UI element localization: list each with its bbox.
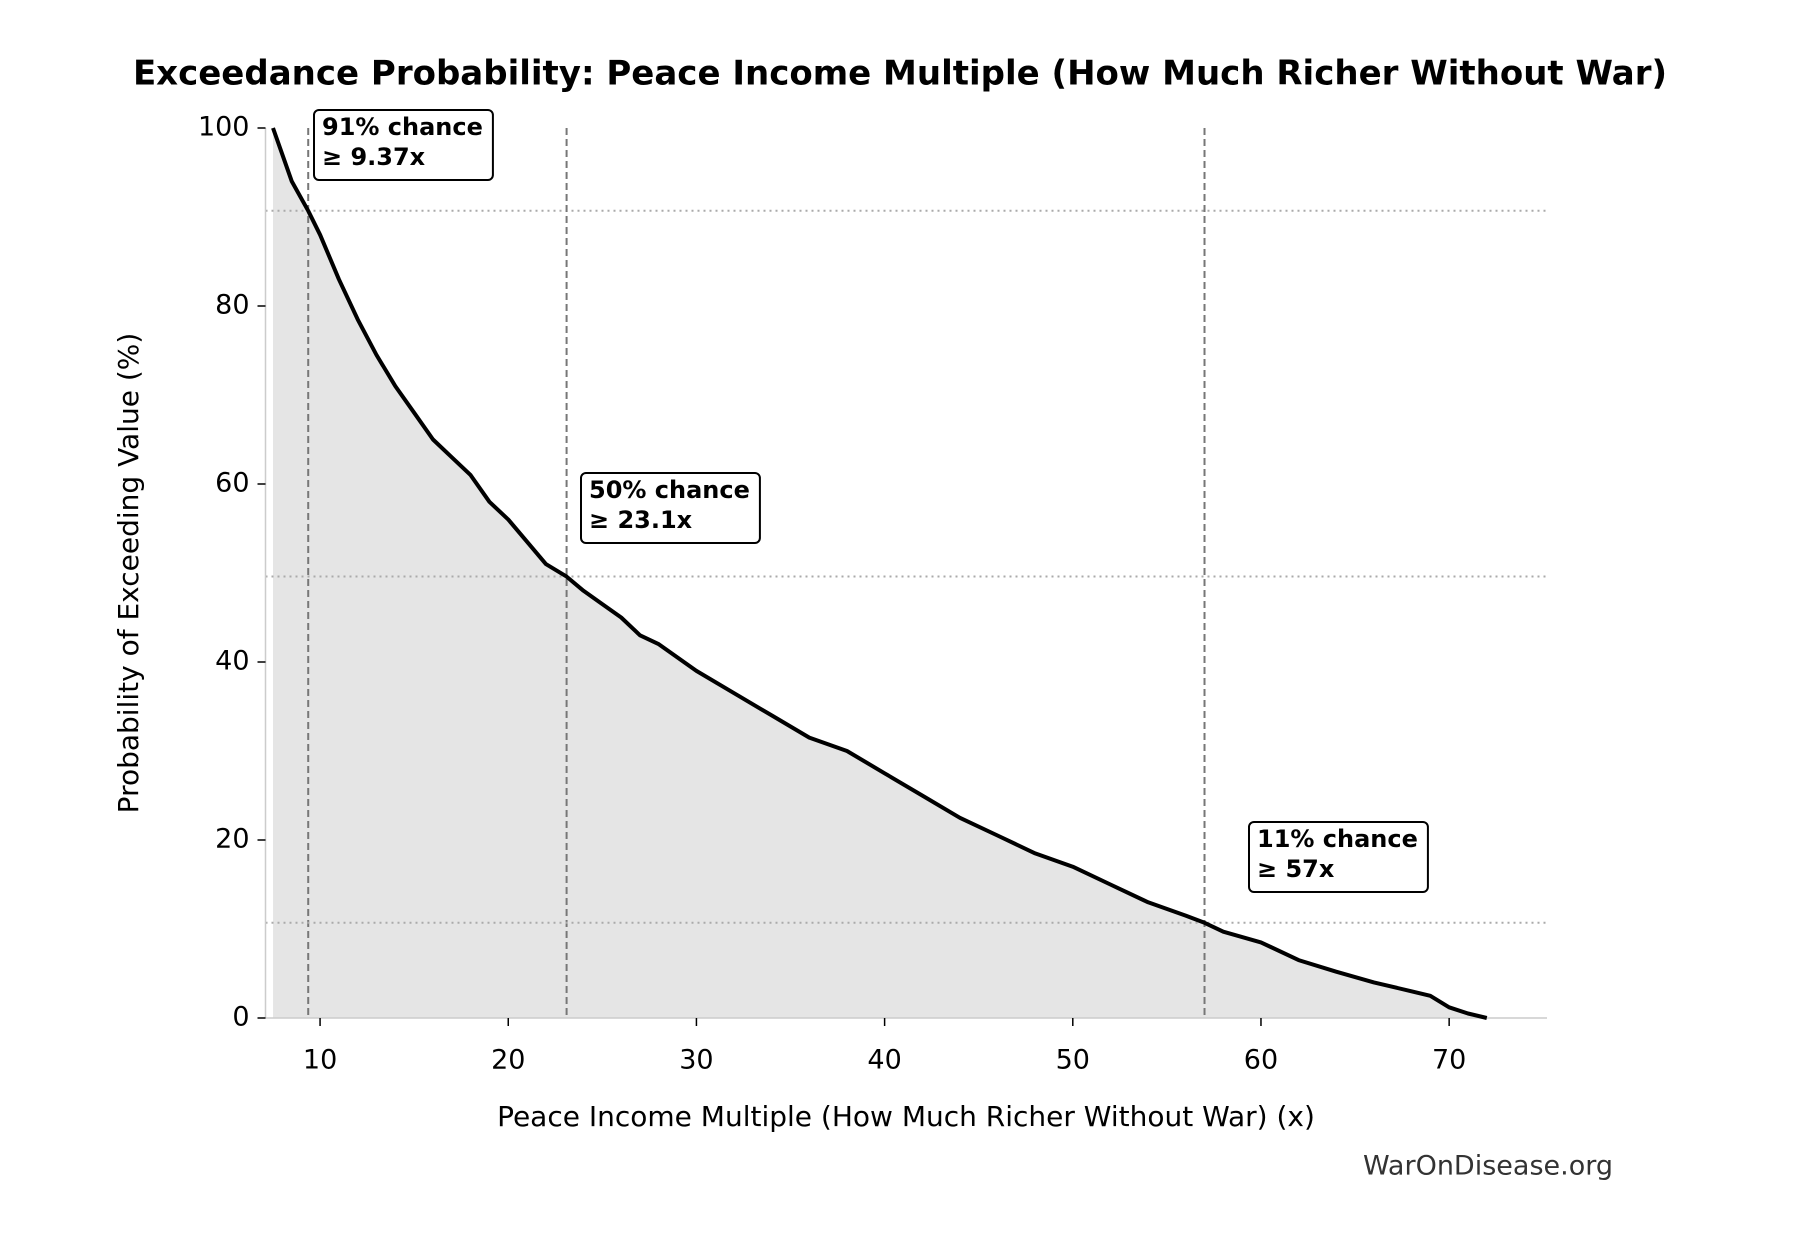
- y-tick-label: 100: [198, 112, 250, 143]
- x-axis-label: Peace Income Multiple (How Much Richer W…: [497, 1100, 1315, 1133]
- annotation-text: 50% chance: [589, 476, 750, 504]
- x-tick-label: 40: [867, 1045, 901, 1076]
- x-tick-label: 10: [303, 1045, 337, 1076]
- x-tick-label: 30: [679, 1045, 713, 1076]
- source-note: WarOnDisease.org: [1363, 1151, 1613, 1182]
- y-tick-label: 80: [215, 290, 249, 321]
- annotation-text: ≥ 57x: [1257, 855, 1335, 883]
- x-tick-label: 20: [491, 1045, 525, 1076]
- y-tick-label: 0: [232, 1002, 249, 1033]
- exceedance-line: [271, 127, 1488, 1020]
- annotation-text: 91% chance: [322, 113, 483, 141]
- chart-title: Exceedance Probability: Peace Income Mul…: [133, 54, 1667, 94]
- annotation-box: [313, 109, 494, 181]
- y-tick-label: 20: [215, 824, 249, 855]
- x-tick-label: 50: [1056, 1045, 1090, 1076]
- annotation-text: 11% chance: [1257, 825, 1418, 853]
- area-fill: [273, 128, 1487, 1018]
- annotation-text: ≥ 23.1x: [589, 506, 693, 534]
- annotation-box: [580, 472, 761, 544]
- annotation-text: ≥ 9.37x: [322, 143, 426, 171]
- y-tick-label: 40: [215, 646, 249, 677]
- x-tick-label: 60: [1244, 1045, 1278, 1076]
- y-axis-label: Probability of Exceeding Value (%): [112, 333, 145, 814]
- x-tick-label: 70: [1432, 1045, 1466, 1076]
- annotation-box: [1248, 821, 1429, 893]
- y-tick-label: 60: [215, 468, 249, 499]
